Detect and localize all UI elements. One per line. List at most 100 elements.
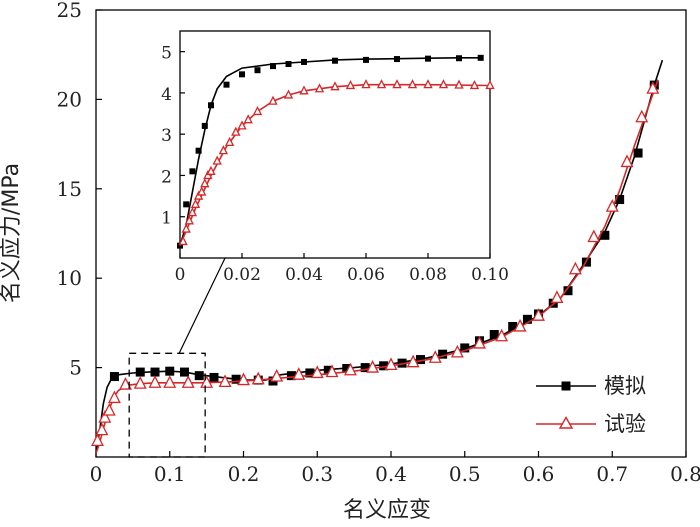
y-axis-title: 名义应力/MPa: [0, 163, 24, 303]
main-point-experiment: [587, 229, 601, 243]
main-point-simulation: [305, 368, 315, 378]
main-x-tick-label: 0: [90, 462, 103, 486]
main-point-simulation: [209, 372, 219, 382]
inset-point-experiment: [224, 136, 235, 147]
legend-label-simulation: 模拟: [604, 374, 646, 398]
main-point-simulation: [135, 367, 145, 377]
legend-label-experiment: 试验: [604, 412, 646, 436]
inset-point-simulation: [223, 81, 230, 88]
main-point-experiment: [91, 433, 104, 447]
main-point-simulation: [194, 371, 204, 381]
inset-point-simulation: [208, 102, 214, 109]
legend-marker-simulation: [561, 381, 571, 391]
main-point-experiment: [605, 199, 619, 212]
inset-y-tick-label: 1: [161, 209, 172, 229]
inset-point-experiment: [181, 223, 191, 233]
main-point-experiment: [568, 261, 582, 275]
inset-y-tick-label: 3: [161, 126, 172, 146]
inset-point-experiment: [407, 79, 418, 89]
inset-point-experiment: [361, 79, 371, 89]
inset-x-tick-label: 0.08: [409, 265, 447, 285]
main-point-simulation: [231, 374, 241, 384]
inset-ticks: 0 0.02 0.04 0.06 0.08 0.10 1 2 3 4 5: [161, 44, 509, 285]
main-point-experiment: [251, 371, 265, 385]
main-point-experiment: [495, 328, 509, 342]
main-y-tick-label: 15: [57, 177, 82, 201]
inset-point-simulation: [177, 242, 183, 249]
inset-point-simulation: [285, 61, 292, 68]
main-point-simulation: [323, 365, 333, 375]
main-point-experiment: [148, 375, 162, 388]
main-point-simulation: [460, 343, 470, 353]
inset-point-experiment: [178, 235, 188, 246]
main-point-simulation: [180, 367, 189, 377]
main-x-tick-label: 0.5: [449, 462, 481, 486]
inset-point-experiment: [231, 126, 241, 136]
main-point-experiment: [181, 375, 195, 388]
main-point-experiment: [98, 410, 112, 423]
zoom-connector-line: [178, 257, 226, 354]
main-point-experiment: [513, 318, 527, 332]
main-point-experiment: [366, 360, 380, 373]
main-x-tick-label: 0.6: [523, 462, 555, 486]
inset-point-simulation: [332, 57, 338, 64]
x-axis-title: 名义应变: [343, 498, 431, 523]
main-point-experiment: [532, 308, 545, 321]
inset-y-tick-label: 4: [161, 85, 172, 105]
main-point-simulation: [563, 286, 573, 296]
main-point-simulation: [360, 363, 370, 373]
inset-point-experiment: [485, 79, 495, 90]
inset-point-simulation: [394, 56, 400, 63]
main-x-tick-label: 0.7: [596, 462, 628, 486]
main-point-simulation: [508, 321, 518, 331]
main-point-experiment: [384, 357, 398, 371]
main-point-simulation: [438, 349, 448, 359]
main-x-tick-label: 0.3: [301, 462, 333, 486]
main-point-experiment: [237, 372, 250, 386]
main-point-experiment: [133, 376, 147, 389]
inset-x-tick-label: 0.02: [223, 265, 261, 285]
inset-point-simulation: [189, 168, 196, 175]
inset-y-tick-label: 5: [161, 44, 172, 64]
main-point-experiment: [450, 344, 464, 358]
inset-point-experiment: [200, 178, 210, 188]
inset-point-experiment: [187, 207, 198, 217]
main-x-tick-label: 0.1: [154, 462, 186, 486]
inset-point-experiment: [314, 83, 325, 93]
inset-point-experiment: [218, 145, 229, 155]
inset-point-experiment: [197, 186, 207, 196]
inset-point-experiment: [206, 165, 216, 175]
inset-point-simulation: [477, 54, 484, 61]
inset-point-simulation: [456, 55, 462, 62]
inset-point-experiment: [376, 79, 387, 89]
inset-point-experiment: [184, 215, 194, 225]
inset-point-experiment: [392, 79, 402, 89]
inset-x-tick-label: 0: [175, 265, 186, 285]
inset-point-simulation: [270, 63, 276, 70]
inset-point-simulation: [195, 147, 202, 154]
main-y-tick-label: 10: [57, 266, 82, 290]
main-x-tick-label: 0.2: [228, 462, 260, 486]
legend: 模拟 试验: [536, 374, 646, 436]
inset-y-tick-label: 2: [161, 167, 172, 187]
inset-series-line-simulation: [179, 57, 481, 246]
main-point-experiment: [550, 290, 564, 303]
inset-x-tick-label: 0.06: [347, 265, 385, 285]
main-y-tick-label: 5: [69, 356, 82, 380]
main-point-experiment: [325, 364, 339, 378]
inset-point-experiment: [190, 198, 201, 208]
main-point-experiment: [107, 390, 121, 404]
inset-point-experiment: [423, 79, 433, 89]
inset-point-experiment: [345, 79, 356, 90]
main-point-experiment: [635, 109, 649, 123]
main-x-tick-label: 0.8: [670, 462, 700, 486]
inset-point-experiment: [330, 81, 340, 91]
main-point-simulation: [397, 358, 407, 368]
inset-point-experiment: [454, 79, 464, 89]
main-series-layer: [91, 59, 664, 454]
inset-point-simulation: [363, 56, 369, 63]
main-point-experiment: [270, 368, 284, 382]
inset-x-tick-label: 0.10: [471, 265, 509, 285]
